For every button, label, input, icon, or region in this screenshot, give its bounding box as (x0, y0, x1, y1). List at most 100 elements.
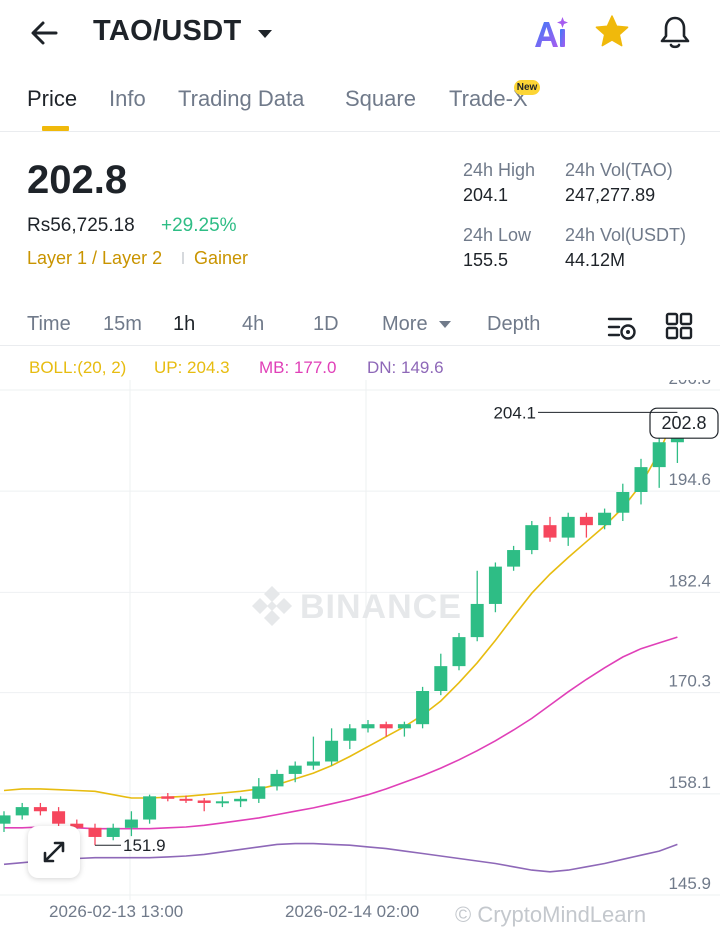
tab-price[interactable]: Price (27, 86, 78, 111)
price-axis-label: 206.8 (668, 380, 711, 388)
new-badge: New (514, 80, 540, 95)
boll-up-line (3, 410, 679, 799)
ai-icon[interactable] (532, 14, 570, 52)
candle-body (215, 801, 229, 804)
source-credit: © CryptoMindLearn (455, 902, 647, 927)
candle-up (288, 761, 302, 783)
layout-grid-icon[interactable] (664, 311, 694, 341)
local-currency-price: Rs56,725.18 (27, 215, 135, 236)
price-axis-label: 170.3 (668, 672, 711, 691)
candle-up (143, 794, 157, 824)
candlestick-chart[interactable]: BINANCE 206.8 194.6 182.4 170.3 158.1 145.9 2… (0, 380, 720, 900)
candle-up (598, 508, 612, 530)
stat-24h-vol-base-value: 247,277.89 (565, 185, 656, 205)
price-axis-label: 182.4 (668, 571, 711, 590)
boll-params: BOLL:(20, 2) (29, 358, 127, 377)
chart-grid (0, 380, 720, 900)
main-tabs: Price Info Trading Data Square Trade-X N… (0, 70, 720, 132)
candle-body (652, 442, 666, 468)
candle-body (598, 512, 612, 526)
candle-body (616, 491, 630, 513)
last-price-box (649, 407, 719, 439)
interval-more[interactable]: More (382, 313, 428, 335)
last-price: 202.8 (27, 158, 128, 202)
back-arrow-icon[interactable] (26, 14, 64, 52)
stat-24h-low-value: 155.5 (463, 250, 509, 270)
candle-up (561, 512, 575, 546)
candle-up (252, 778, 266, 803)
interval-bar: Time 15m 1h 4h 1D More Depth (0, 304, 720, 346)
tag-layer[interactable]: Layer 1 / Layer 2 (27, 248, 163, 268)
candle-body (306, 761, 320, 766)
candle-body (270, 773, 284, 787)
candle-body (470, 603, 484, 638)
candle-up (634, 458, 648, 505)
tag-gainer[interactable]: Gainer (194, 248, 249, 268)
candle-down (379, 721, 393, 737)
candle-body (525, 525, 539, 551)
pair-dropdown-caret-icon[interactable] (256, 22, 274, 44)
price-axis-label: 194.6 (668, 470, 711, 489)
pair-title[interactable]: TAO/USDT (93, 15, 242, 47)
candle-body (70, 823, 84, 828)
stat-24h-vol-quote-value: 44.12M (565, 250, 626, 270)
candle-up (652, 438, 666, 488)
boll-mb-line (4, 636, 678, 830)
boll-dn-value: DN: 149.6 (367, 358, 444, 377)
interval-depth[interactable]: Depth (487, 313, 541, 335)
chart-annotations: 202.8 204.1 151.9 (95, 403, 719, 855)
candle-body (106, 827, 120, 837)
chart-settings-icon[interactable] (606, 312, 638, 342)
boll-dn-line (3, 842, 678, 873)
candle-body (325, 740, 339, 762)
candle-body (52, 811, 66, 824)
price-axis: 206.8 194.6 182.4 170.3 158.1 145.9 (668, 380, 711, 893)
boll-mb-value: MB: 177.0 (259, 358, 337, 377)
candle-body (15, 807, 29, 816)
candle-body (579, 516, 593, 526)
more-caret-icon[interactable] (438, 320, 452, 330)
low-marker-label: 151.9 (123, 836, 166, 855)
candle-down (197, 797, 211, 812)
candle-body (343, 728, 357, 741)
interval-1d[interactable]: 1D (313, 313, 339, 335)
interval-4h[interactable]: 4h (242, 313, 265, 335)
candle-body (252, 786, 266, 799)
expand-arrows-icon (43, 841, 65, 863)
candle-body (234, 798, 248, 802)
candle-up (0, 811, 11, 832)
candle-body (488, 566, 502, 604)
interval-15m[interactable]: 15m (103, 313, 142, 335)
candle-body (416, 691, 430, 725)
candle-up (361, 720, 375, 733)
candle-down (579, 512, 593, 538)
stat-24h-vol-quote-label: 24h Vol(USDT) (565, 225, 687, 245)
interval-1h[interactable]: 1h (173, 313, 196, 335)
fullscreen-expand-button[interactable] (28, 826, 80, 878)
price-axis-label: 145.9 (668, 874, 711, 893)
candle-up (306, 736, 320, 770)
candle-down (161, 793, 175, 802)
candle-body (88, 827, 102, 837)
candle-down (543, 516, 557, 542)
tab-square[interactable]: Square (345, 86, 416, 111)
candle-body (179, 798, 193, 801)
candle-body (397, 724, 411, 729)
tab-trading-data[interactable]: Trading Data (178, 86, 305, 111)
candle-body (543, 525, 557, 538)
favorite-star-icon[interactable] (593, 13, 631, 51)
candle-up (416, 686, 430, 729)
candle-body (434, 666, 448, 692)
candle-up (15, 802, 29, 820)
candle-up (215, 796, 229, 808)
candle-up (434, 653, 448, 696)
interval-time[interactable]: Time (27, 313, 71, 335)
notification-bell-icon[interactable] (656, 13, 694, 51)
price-change-percent: +29.25% (161, 215, 237, 236)
candle-down (33, 802, 47, 816)
svg-text:BINANCE: BINANCE (300, 588, 462, 626)
candle-body (33, 807, 47, 812)
boll-bands (3, 410, 679, 873)
x-axis-label-1: 2026-02-13 13:00 (49, 902, 184, 921)
tab-info[interactable]: Info (109, 86, 146, 111)
